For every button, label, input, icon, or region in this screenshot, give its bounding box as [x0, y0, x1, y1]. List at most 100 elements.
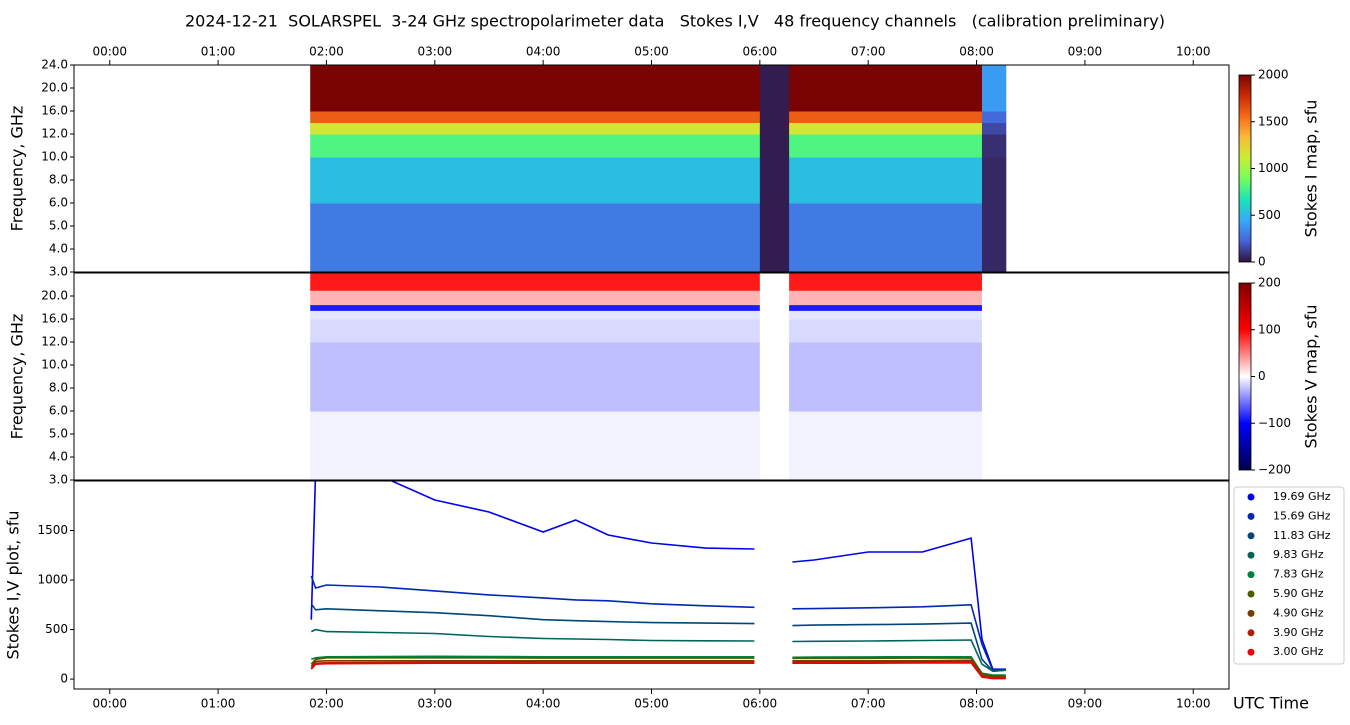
heatmap-cell [981, 290, 1007, 306]
x-tick-label: 09:00 [1068, 45, 1103, 59]
heatmap-cell [981, 203, 1007, 273]
colorbar [1238, 282, 1252, 471]
series-line [310, 628, 1006, 673]
colorbar-tick-label: 100 [1258, 322, 1281, 336]
heatmap-cell [310, 122, 761, 135]
legend-label: 15.69 GHz [1273, 509, 1331, 522]
legend-label: 11.83 GHz [1273, 529, 1331, 542]
heatmap-cell [981, 157, 1007, 204]
legend-marker [1247, 590, 1255, 598]
y-tick-label: 6.0 [49, 196, 68, 210]
axes-frame [73, 272, 1230, 481]
legend-marker [1247, 609, 1255, 617]
y-tick-label: 6.0 [49, 404, 68, 418]
legend-marker [1247, 629, 1255, 637]
heatmap-cell [789, 304, 983, 311]
heatmap-cell [310, 134, 761, 158]
heatmap-cell [759, 290, 790, 306]
y-tick-label: 16.0 [41, 312, 68, 326]
heatmap-cell [310, 65, 761, 112]
x-tick-label: 03:00 [418, 697, 453, 711]
y-tick-label: 8.0 [49, 381, 68, 395]
legend-marker [1247, 493, 1255, 501]
series-line [310, 661, 1006, 680]
heatmap-cell [310, 290, 761, 306]
heatmap-cell [789, 134, 983, 158]
x-tick-label: 07:00 [851, 697, 886, 711]
x-tick-label: 02:00 [309, 45, 344, 59]
x-tick-label: 01:00 [201, 697, 236, 711]
colorbar-tick-label: 0 [1258, 369, 1266, 383]
axes-frame [73, 480, 1230, 690]
colorbar-tick-label: 2000 [1258, 68, 1289, 82]
y-tick-label: 0 [60, 672, 68, 686]
heatmap-cell [759, 411, 790, 481]
legend-label: 3.90 GHz [1273, 626, 1324, 639]
legend-label: 4.90 GHz [1273, 606, 1324, 619]
series-line [311, 655, 1006, 676]
series-line [310, 575, 1006, 672]
y-tick-label: 5.0 [49, 427, 68, 441]
x-tick-label: 09:00 [1068, 697, 1103, 711]
y-tick-label: 8.0 [49, 173, 68, 187]
colorbar-tick-label: −100 [1258, 416, 1291, 430]
heatmap-cell [981, 411, 1007, 481]
heatmap-cell [981, 273, 1007, 291]
y-tick-label: 12.0 [41, 127, 68, 141]
heatmap-cell [981, 304, 1007, 311]
series-line [310, 659, 1006, 678]
heatmap-cell [759, 273, 790, 291]
colorbar-label: Stokes V map, sfu [1302, 304, 1321, 448]
heatmap-cell [759, 319, 790, 343]
heatmap-cell [789, 273, 983, 291]
x-tick-label: 04:00 [526, 697, 561, 711]
heatmap-cell [789, 203, 983, 273]
x-tick-label: 08:00 [959, 697, 994, 711]
y-tick-label: 10.0 [41, 358, 68, 372]
heatmap-cell [310, 304, 761, 311]
heatmap-cell [759, 203, 790, 273]
heatmap-cell [310, 111, 761, 123]
x-tick-label: 00:00 [92, 697, 127, 711]
legend-marker [1247, 551, 1255, 559]
y-tick-label: 1000 [37, 573, 68, 587]
heatmap-cell [310, 273, 761, 291]
heatmap-cell [759, 134, 790, 158]
y-tick-label: 5.0 [49, 219, 68, 233]
legend-box [1233, 486, 1345, 665]
heatmap-cell [789, 342, 983, 412]
heatmap-cell [759, 342, 790, 412]
heatmap-cell [789, 411, 983, 481]
x-tick-label: 06:00 [743, 697, 778, 711]
y-tick-label: 4.0 [49, 242, 68, 256]
legend-marker [1247, 532, 1255, 540]
y-axis-label: Stokes I,V plot, sfu [4, 511, 23, 660]
legend-marker [1247, 648, 1255, 656]
colorbar [1238, 74, 1252, 263]
heatmap-cell [759, 122, 790, 135]
heatmap-cell [981, 111, 1007, 123]
legend-label: 7.83 GHz [1273, 568, 1324, 581]
y-tick-label: 24.0 [41, 58, 68, 72]
x-tick-label: 02:00 [309, 697, 344, 711]
y-tick-label: 20.0 [41, 289, 68, 303]
heatmap-cell [759, 304, 790, 311]
y-tick-label: 16.0 [41, 104, 68, 118]
heatmap-cell [789, 310, 983, 320]
y-tick-label: 500 [45, 622, 68, 636]
heatmap-cell [759, 310, 790, 320]
y-tick-label: 3.0 [49, 265, 68, 279]
y-tick-label: 4.0 [49, 450, 68, 464]
heatmap-cell [310, 157, 761, 204]
x-tick-label: 07:00 [851, 45, 886, 59]
colorbar-tick-label: −200 [1258, 463, 1291, 477]
legend-marker [1247, 571, 1255, 579]
colorbar-tick-label: 0 [1258, 255, 1266, 269]
x-tick-label: 04:00 [526, 45, 561, 59]
heatmap-cell [981, 134, 1007, 158]
heatmap-cell [981, 310, 1007, 320]
y-tick-label: 20.0 [41, 81, 68, 95]
legend-label: 19.69 GHz [1273, 490, 1331, 503]
heatmap-cell [789, 290, 983, 306]
